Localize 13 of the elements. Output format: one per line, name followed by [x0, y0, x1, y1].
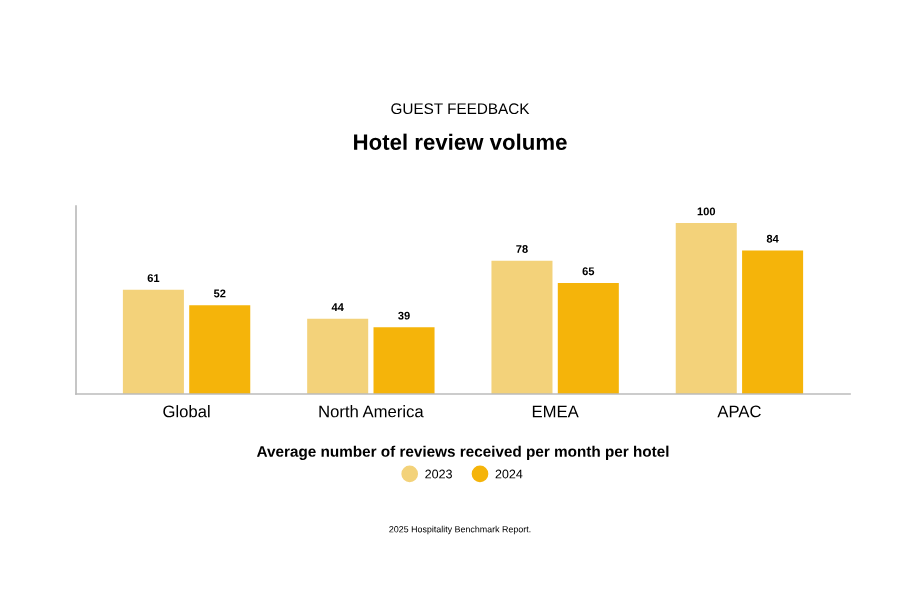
x-tick-label: EMEA — [532, 405, 579, 418]
bar — [189, 305, 251, 394]
bar — [373, 327, 435, 394]
bar — [491, 260, 553, 394]
chart-title: Hotel review volume — [354, 133, 567, 150]
bar — [742, 250, 804, 394]
bar — [675, 223, 737, 394]
x-tick-label: North America — [319, 405, 424, 418]
x-tick-label: APAC — [717, 405, 761, 418]
bar — [557, 282, 619, 394]
bar — [307, 318, 369, 394]
x-tick-label: Global — [163, 405, 210, 418]
bar — [122, 289, 184, 394]
